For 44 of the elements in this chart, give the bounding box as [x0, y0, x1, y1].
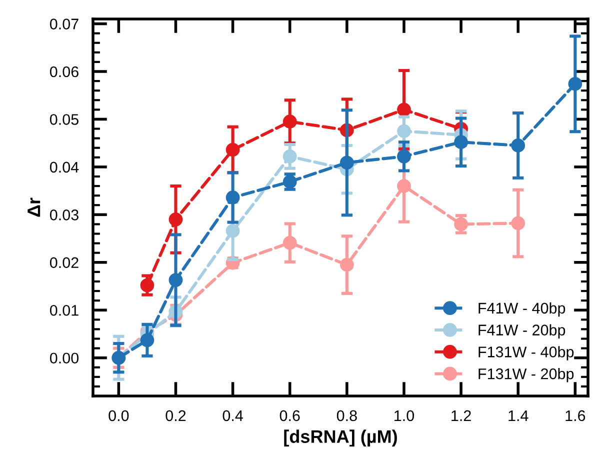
- y-tick-label: 0.00: [50, 352, 79, 364]
- x-tick-label: 1.2: [452, 410, 471, 421]
- point: [397, 102, 411, 117]
- point: [397, 179, 411, 193]
- point: [340, 156, 354, 170]
- x-tick-label: 0.8: [336, 410, 357, 422]
- point: [397, 149, 411, 164]
- legend-label: F41W - 20bp: [478, 324, 566, 338]
- x-tick-label: 0.2: [166, 410, 186, 422]
- point: [226, 190, 240, 204]
- y-tick-label: 0.03: [50, 210, 78, 220]
- legend-label: F131W - 40bp: [478, 346, 574, 360]
- point: [454, 135, 468, 150]
- point: [397, 124, 411, 138]
- point: [511, 216, 526, 230]
- point: [282, 236, 297, 250]
- x-tick-label: 1.6: [566, 410, 586, 422]
- y-tick-label: 0.07: [50, 18, 78, 30]
- y-tick-label: 0.02: [50, 257, 78, 268]
- x-tick-label: 1.4: [508, 410, 528, 421]
- point: [568, 76, 582, 91]
- point: [168, 212, 183, 226]
- x-tick-label: 0.6: [280, 410, 300, 422]
- point: [282, 114, 297, 129]
- point: [511, 138, 526, 152]
- point: [340, 258, 354, 272]
- point: [454, 217, 468, 232]
- point: [168, 273, 183, 287]
- x-tick-label: 0.0: [108, 410, 129, 422]
- x-tick-label: 0.4: [222, 410, 243, 422]
- y-tick-label: 0.05: [50, 114, 78, 125]
- point: [140, 333, 154, 348]
- x-tick-label: 1.0: [394, 410, 414, 422]
- point: [226, 142, 240, 157]
- legend-label: F131W - 20bp: [478, 368, 574, 382]
- x-axis-title: [dsRNA] (µM): [284, 430, 397, 447]
- y-axis-title: Δr: [28, 198, 40, 217]
- y-tick-label: 0.06: [50, 66, 78, 78]
- point: [226, 224, 240, 238]
- point: [140, 278, 154, 292]
- y-tick-label: 0.04: [50, 162, 79, 173]
- y-tick-label: 0.01: [50, 304, 78, 316]
- point: [282, 149, 297, 164]
- legend-label: F41W - 40bp: [478, 302, 566, 317]
